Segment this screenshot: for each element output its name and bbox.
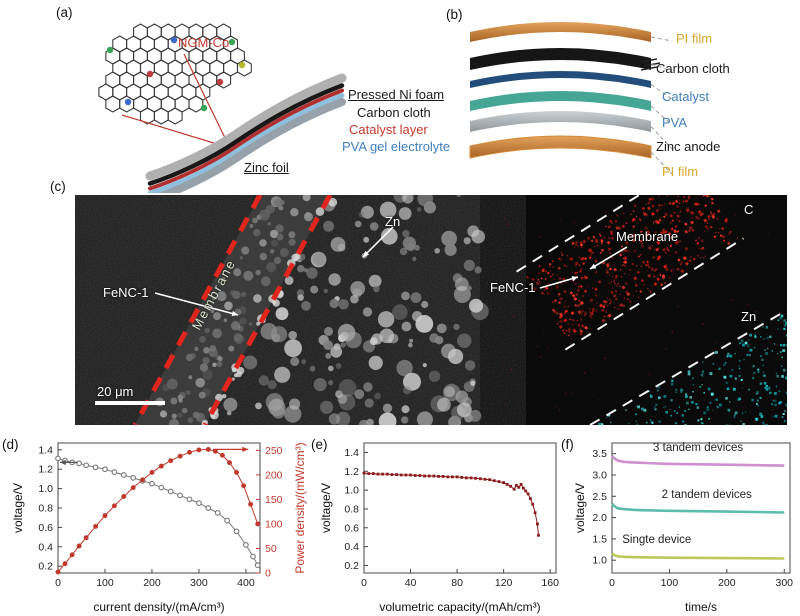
label-carbon-map: C [744, 202, 754, 217]
svg-text:0.2: 0.2 [344, 560, 359, 572]
svg-text:0: 0 [609, 577, 615, 589]
svg-text:1.4: 1.4 [38, 444, 53, 456]
panel-f-letter: (f) [561, 437, 574, 452]
svg-text:100: 100 [265, 518, 283, 530]
svg-text:volumetric capacity/(mAh/cm³): volumetric capacity/(mAh/cm³) [379, 600, 540, 614]
label-zinc-map: Zn [741, 309, 757, 324]
svg-text:40: 40 [405, 577, 417, 589]
svg-text:200: 200 [718, 577, 736, 589]
svg-text:voltage/V: voltage/V [573, 483, 587, 533]
label-pi-film-bottom: PI film [662, 164, 699, 179]
svg-text:80: 80 [451, 577, 463, 589]
svg-text:100: 100 [96, 577, 114, 589]
svg-text:0.2: 0.2 [38, 561, 53, 573]
label-pressed-ni-foam: Pressed Ni foam [348, 87, 445, 102]
scalebar-label: 20 μm [97, 384, 134, 399]
label-pi-film-top: PI film [676, 31, 713, 46]
svg-text:250: 250 [265, 445, 283, 457]
label-fenc1-right: FeNC-1 [490, 280, 536, 295]
svg-text:1.0: 1.0 [592, 555, 607, 567]
svg-text:0: 0 [361, 577, 367, 589]
chart-polarization-power: 0 100 200 300 400 0.2 0.4 0.6 0.8 1.0 1.2 1.4 0 50 100… [11, 442, 307, 614]
label-carbon-cloth-b: Carbon cloth [656, 61, 730, 76]
label-zinc-anode: Zinc anode [656, 139, 721, 154]
svg-text:100: 100 [661, 577, 679, 589]
svg-text:0: 0 [55, 577, 61, 589]
svg-text:1.0: 1.0 [344, 485, 359, 497]
panel-e-letter: (e) [311, 437, 328, 452]
device-schematic-a [98, 23, 347, 193]
svg-text:voltage/V: voltage/V [319, 483, 333, 533]
panel-c-letter: (c) [50, 179, 66, 194]
sem-eds-image [75, 195, 787, 425]
panel-a-letter: (a) [56, 5, 73, 20]
label-fenc1-left: FeNC-1 [103, 285, 149, 300]
svg-text:1.4: 1.4 [344, 447, 359, 459]
svg-text:0.8: 0.8 [38, 503, 53, 515]
svg-text:0: 0 [265, 568, 271, 580]
svg-text:150: 150 [265, 494, 283, 506]
svg-text:300: 300 [190, 577, 208, 589]
svg-text:Singte device: Singte device [622, 534, 691, 546]
svg-text:160: 160 [541, 577, 559, 589]
svg-text:2.5: 2.5 [592, 491, 607, 503]
svg-text:Power density/(mW/cm³): Power density/(mW/cm³) [293, 442, 307, 573]
svg-text:300: 300 [775, 577, 793, 589]
svg-text:0.4: 0.4 [38, 541, 53, 553]
svg-text:50: 50 [265, 543, 277, 555]
svg-text:1.5: 1.5 [592, 533, 607, 545]
svg-text:1.0: 1.0 [38, 483, 53, 495]
svg-text:1.2: 1.2 [38, 464, 53, 476]
ngm-co-label: NGM-Co [178, 35, 230, 50]
svg-text:400: 400 [237, 577, 255, 589]
device-schematic-b [469, 22, 673, 175]
chart-tandem-devices: 0 100 200 300 1.0 1.5 2.0 2.5 3.0 3.5 time/s voltag… [573, 442, 793, 614]
svg-text:0.6: 0.6 [38, 522, 53, 534]
label-catalyst-layer: Catalyst layer [349, 122, 428, 137]
label-pva-b: PVA [662, 115, 688, 130]
label-pva-gel-electrolyte: PVA gel electrolyte [342, 139, 451, 154]
svg-text:200: 200 [265, 469, 283, 481]
svg-text:200: 200 [143, 577, 161, 589]
svg-text:0.8: 0.8 [344, 503, 359, 515]
svg-text:3 tandem devices: 3 tandem devices [653, 442, 743, 454]
svg-text:120: 120 [495, 577, 513, 589]
label-carbon-cloth-a: Carbon cloth [357, 105, 431, 120]
panel-d-letter: (d) [2, 437, 19, 452]
label-zinc-foil: Zinc foil [244, 160, 289, 175]
label-membrane-right: Membrane [616, 229, 679, 244]
svg-text:2 tandem devices: 2 tandem devices [662, 489, 752, 501]
svg-text:0.4: 0.4 [344, 541, 359, 553]
svg-text:2.0: 2.0 [592, 512, 607, 524]
svg-text:0.6: 0.6 [344, 522, 359, 534]
svg-text:1.2: 1.2 [344, 466, 359, 478]
svg-text:3.5: 3.5 [592, 448, 607, 460]
panel-b-letter: (b) [446, 7, 463, 22]
svg-text:voltage/V: voltage/V [11, 483, 25, 533]
chart-discharge-capacity: 0 40 80 120 160 0.2 0.4 0.6 0.8 1.0 1.2 1.4 volumetr… [319, 442, 559, 614]
label-catalyst-b: Catalyst [662, 89, 709, 104]
svg-text:time/s: time/s [685, 600, 717, 614]
label-zn-left: Zn [385, 214, 401, 229]
svg-text:current density/(mA/cm³): current density/(mA/cm³) [93, 600, 224, 614]
svg-text:3.0: 3.0 [592, 469, 607, 481]
